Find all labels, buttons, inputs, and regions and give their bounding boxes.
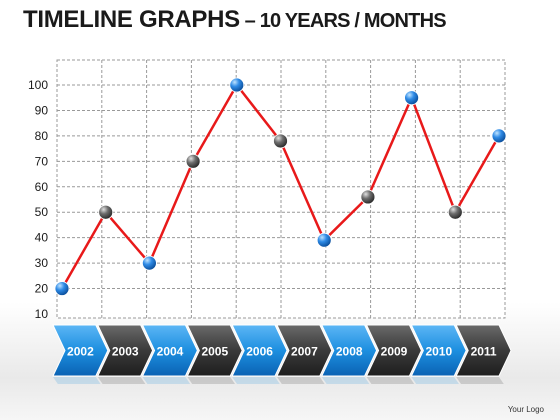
y-axis-ticks: 10 20 30 40 50 60 70 80 90 100 bbox=[28, 78, 48, 321]
x-tick-label: 2009 bbox=[381, 345, 408, 359]
y-tick-label: 50 bbox=[35, 205, 49, 219]
timeline-arrow-2011: 2011 bbox=[455, 324, 512, 384]
timeline-arrow-2007: 2007 bbox=[276, 324, 333, 384]
x-tick-label: 2010 bbox=[425, 345, 452, 359]
x-tick-label: 2005 bbox=[201, 345, 228, 359]
y-tick-label: 30 bbox=[35, 256, 49, 270]
logo-text: Your Logo bbox=[507, 405, 544, 414]
y-tick-label: 80 bbox=[35, 129, 49, 143]
timeline-arrow-reflection bbox=[97, 377, 146, 384]
data-point bbox=[491, 128, 507, 144]
data-point bbox=[185, 153, 201, 169]
timeline-arrow-shape bbox=[231, 324, 288, 377]
y-tick-label: 70 bbox=[35, 154, 49, 168]
data-points bbox=[54, 77, 507, 296]
y-tick-label: 40 bbox=[35, 231, 49, 245]
title-main: TIMELINE GRAPHS bbox=[23, 6, 240, 33]
data-point bbox=[316, 232, 332, 248]
x-tick-label: 2003 bbox=[112, 345, 139, 359]
x-tick-label: 2007 bbox=[291, 345, 318, 359]
timeline-arrow-reflection bbox=[142, 377, 191, 384]
timeline-arrow-reflection bbox=[321, 377, 370, 384]
timeline-arrow-reflection bbox=[53, 377, 101, 384]
timeline-arrow-shape bbox=[365, 324, 422, 377]
timeline-arrow-2003: 2003 bbox=[97, 324, 154, 384]
x-tick-label: 2006 bbox=[246, 345, 273, 359]
y-tick-label: 90 bbox=[35, 103, 49, 117]
x-tick-label: 2011 bbox=[471, 345, 497, 359]
timeline-arrow-2005: 2005 bbox=[186, 324, 243, 384]
data-point bbox=[447, 204, 463, 220]
timeline-arrow-shape bbox=[141, 324, 198, 377]
data-point bbox=[404, 90, 420, 106]
x-tick-label: 2004 bbox=[157, 345, 184, 359]
y-tick-label: 10 bbox=[35, 307, 49, 321]
timeline-arrow-2006: 2006 bbox=[231, 324, 288, 384]
timeline-arrow-reflection bbox=[232, 377, 280, 384]
data-point bbox=[229, 77, 245, 93]
y-tick-label: 100 bbox=[28, 78, 48, 92]
timeline-arrow-2009: 2009 bbox=[365, 324, 422, 384]
plot-area bbox=[56, 59, 506, 319]
x-tick-label: 2008 bbox=[336, 345, 363, 359]
data-point bbox=[360, 189, 376, 205]
title-sub: – 10 YEARS / MONTHS bbox=[239, 10, 447, 32]
timeline-arrow-shape bbox=[321, 324, 378, 377]
data-point bbox=[54, 281, 70, 296]
timeline-arrow-2004: 2004 bbox=[141, 324, 198, 384]
timeline-arrow-shape bbox=[186, 324, 243, 377]
timeline-arrows: 2002 2003 2004 2005 2006 2007 2008 2009 2010 2011 bbox=[52, 324, 512, 384]
data-point bbox=[141, 255, 157, 271]
timeline-arrow-reflection bbox=[277, 377, 325, 384]
timeline-arrow-2010: 2010 bbox=[410, 324, 467, 384]
timeline-arrow-shape bbox=[455, 324, 512, 377]
y-tick-label: 20 bbox=[35, 282, 49, 296]
timeline-arrow-2002: 2002 bbox=[52, 324, 109, 384]
page-title: TIMELINE GRAPHS – 10 YEARS / MONTHS bbox=[23, 6, 447, 34]
timeline-arrow-shape bbox=[52, 324, 109, 377]
data-point bbox=[273, 133, 288, 149]
y-tick-label: 60 bbox=[35, 180, 49, 194]
x-tick-label: 2002 bbox=[67, 345, 94, 359]
timeline-arrow-reflection bbox=[366, 377, 415, 384]
data-point bbox=[98, 204, 114, 220]
grid bbox=[56, 59, 506, 319]
timeline-arrow-shape bbox=[410, 324, 467, 377]
timeline-arrow-reflection bbox=[411, 377, 459, 384]
timeline-arrow-2008: 2008 bbox=[321, 324, 378, 384]
timeline-arrow-shape bbox=[276, 324, 333, 377]
timeline-arrow-reflection bbox=[456, 377, 504, 384]
timeline-arrow-shape bbox=[97, 324, 154, 377]
timeline-arrow-reflection bbox=[187, 377, 235, 384]
